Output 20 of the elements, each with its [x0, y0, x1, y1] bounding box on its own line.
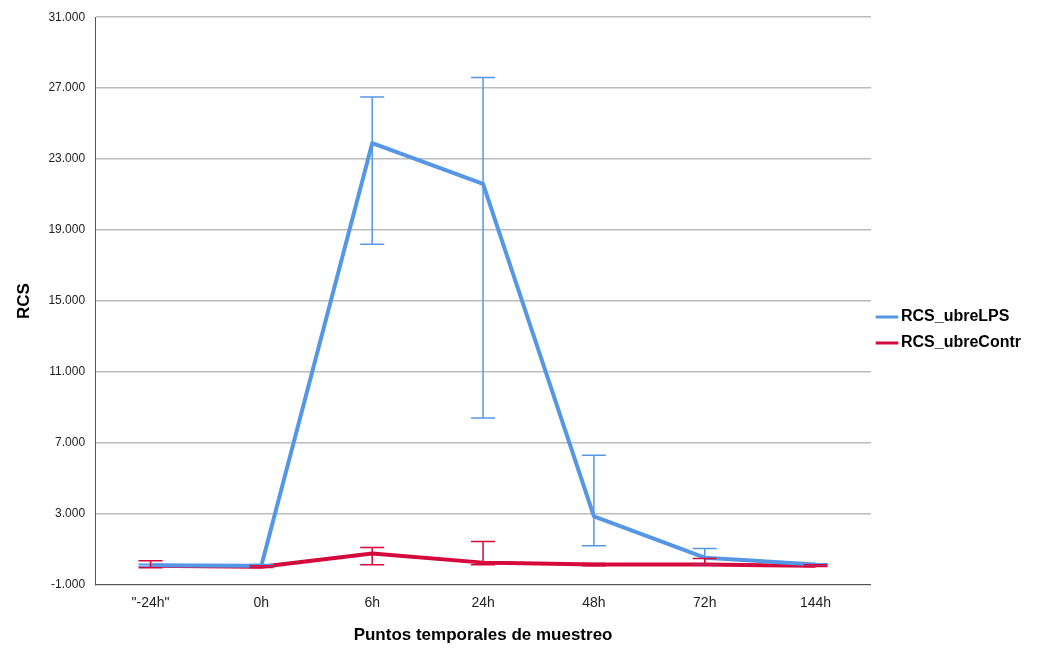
x-tick-label: 6h: [364, 594, 380, 611]
y-tick-label: 23.000: [48, 151, 86, 166]
x-tick-label: 48h: [582, 594, 606, 611]
y-tick-label: 3.000: [55, 506, 86, 521]
x-tick-label: 0h: [253, 594, 270, 611]
y-tick-label: -1.000: [51, 577, 86, 592]
x-tick-label: 72h: [693, 594, 717, 611]
y-tick-label: 15.000: [48, 293, 86, 308]
x-tick-label: 144h: [799, 594, 832, 611]
x-tick-label: 24h: [471, 594, 495, 611]
y-tick-label: 11.000: [49, 364, 86, 379]
x-axis-title: Puntos temporales de muestreo: [353, 625, 613, 645]
legend-label: RCS_ubreContr: [900, 333, 1022, 351]
legend-label: RCS_ubreLPS: [900, 307, 1010, 325]
y-tick-label: 7.000: [55, 435, 86, 450]
y-axis-title: RCS: [13, 283, 33, 319]
y-tick-label: 19.000: [48, 222, 86, 237]
x-tick-label: "-24h": [131, 594, 170, 611]
y-tick-label: 27.000: [48, 80, 86, 95]
y-tick-label: 31.000: [48, 9, 86, 24]
